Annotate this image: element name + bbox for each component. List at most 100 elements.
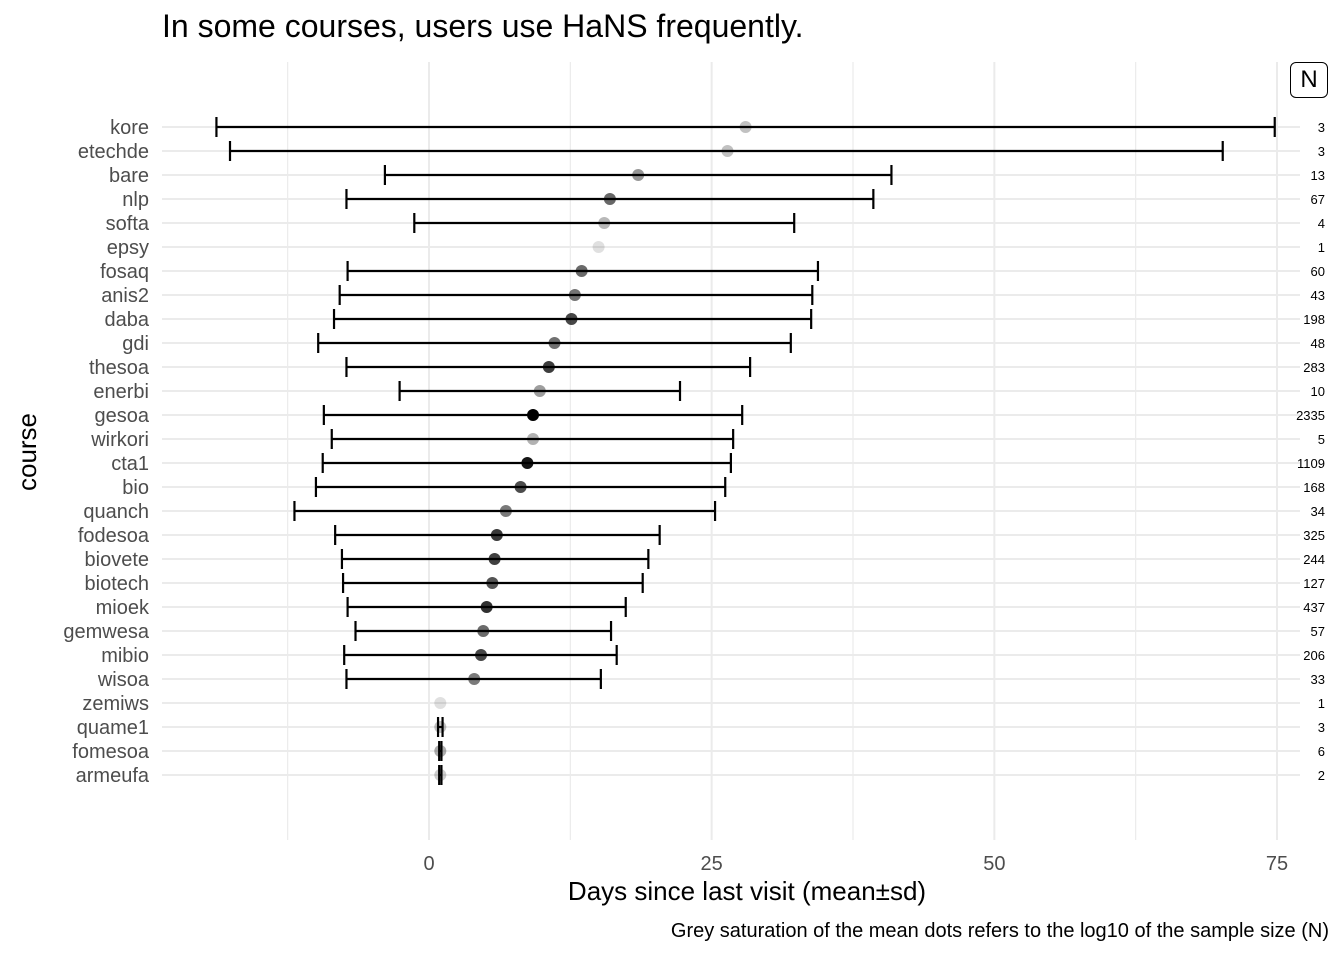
mean-dot <box>468 673 481 685</box>
mean-dot <box>603 193 616 205</box>
mean-dot <box>548 337 561 349</box>
y-tick-label: cta1 <box>111 453 149 475</box>
error-bar <box>438 741 443 761</box>
y-tick-label: kore <box>110 117 149 139</box>
y-tick-label: fomesoa <box>72 741 150 763</box>
n-label: 3 <box>1318 120 1325 135</box>
n-label: 325 <box>1303 528 1325 543</box>
legend-n-key: N <box>1290 62 1328 98</box>
y-tick-labels: koreetechdebarenlpsoftaepsyfosaqanis2dab… <box>63 117 150 787</box>
y-tick-label: bare <box>109 165 149 187</box>
error-bar <box>436 717 444 737</box>
error-bar <box>330 429 735 449</box>
x-tick-label: 75 <box>1266 853 1288 875</box>
n-label: 57 <box>1311 624 1325 639</box>
x-tick-label: 0 <box>423 853 434 875</box>
n-label: 1109 <box>1297 456 1325 471</box>
y-tick-label: biotech <box>85 573 150 595</box>
mean-dot <box>575 265 588 277</box>
n-label: 2 <box>1318 768 1325 783</box>
x-tick-labels: 0 25 50 75 <box>423 853 1288 875</box>
n-label: 1 <box>1318 696 1325 711</box>
error-bar <box>215 117 1276 137</box>
n-label: 198 <box>1303 312 1325 327</box>
mean-dot <box>527 409 540 421</box>
mean-dot <box>521 457 534 469</box>
y-tick-label: armeufa <box>76 765 150 787</box>
n-label: 60 <box>1311 264 1325 279</box>
y-tick-label: gemwesa <box>63 621 149 643</box>
y-tick-label: gdi <box>122 333 149 355</box>
y-tick-label: zemiws <box>82 693 149 715</box>
mean-dot <box>434 769 447 781</box>
n-label: 437 <box>1303 600 1325 615</box>
n-label: 13 <box>1311 168 1325 183</box>
n-label: 43 <box>1311 288 1325 303</box>
error-bar <box>228 141 1224 161</box>
mean-dots <box>434 121 752 781</box>
n-label: 244 <box>1303 552 1325 567</box>
mean-dot <box>490 529 503 541</box>
mean-dot <box>565 313 578 325</box>
mean-dot <box>486 577 499 589</box>
y-tick-label: etechde <box>78 141 149 163</box>
chart-caption: Grey saturation of the mean dots refers … <box>670 920 1329 942</box>
error-bar <box>438 765 443 785</box>
y-tick-label: fodesoa <box>78 525 150 547</box>
y-tick-label: wirkori <box>90 429 149 451</box>
y-tick-label: quanch <box>83 501 149 523</box>
x-tick-label: 50 <box>983 853 1005 875</box>
mean-dot <box>632 169 645 181</box>
n-label: 48 <box>1311 336 1325 351</box>
mean-dot <box>434 697 447 709</box>
legend-label: N <box>1300 66 1318 93</box>
n-label: 34 <box>1311 504 1325 519</box>
mean-dot <box>434 721 447 733</box>
mean-dot <box>542 361 555 373</box>
mean-dot <box>514 481 527 493</box>
mean-dot <box>527 433 540 445</box>
n-label: 33 <box>1311 672 1325 687</box>
x-axis-label: Days since last visit (mean±sd) <box>567 876 927 906</box>
n-label: 168 <box>1303 480 1325 495</box>
y-tick-label: quame1 <box>77 717 149 739</box>
mean-dot <box>568 289 581 301</box>
mean-dot <box>480 601 493 613</box>
y-tick-label: nlp <box>122 189 149 211</box>
y-tick-label: mioek <box>96 597 150 619</box>
sample-size-labels: 3313674160431984828310233551109168343252… <box>1296 120 1325 783</box>
y-tick-label: mibio <box>101 645 149 667</box>
mean-dot <box>533 385 546 397</box>
mean-dot <box>598 217 611 229</box>
n-label: 1 <box>1318 240 1325 255</box>
n-label: 283 <box>1303 360 1325 375</box>
n-label: 2335 <box>1296 408 1325 423</box>
y-axis-label: course <box>12 413 42 491</box>
mean-dot <box>499 505 512 517</box>
n-label: 3 <box>1318 144 1325 159</box>
error-bar <box>383 165 893 185</box>
n-label: 6 <box>1318 744 1325 759</box>
n-label: 206 <box>1303 648 1325 663</box>
y-tick-label: softa <box>106 213 150 235</box>
y-tick-label: epsy <box>107 237 149 259</box>
mean-dot <box>475 649 488 661</box>
y-tick-label: biovete <box>85 549 150 571</box>
mean-dot <box>592 241 605 253</box>
y-tick-label: thesoa <box>89 357 150 379</box>
y-tick-label: enerbi <box>93 381 149 403</box>
error-bars <box>215 117 1276 785</box>
chart-title: In some courses, users use HaNS frequent… <box>162 8 804 44</box>
y-tick-label: daba <box>105 309 150 331</box>
y-tick-label: gesoa <box>95 405 150 427</box>
y-tick-label: fosaq <box>100 261 149 283</box>
mean-dot <box>721 145 734 157</box>
error-bar <box>398 381 682 401</box>
n-label: 3 <box>1318 720 1325 735</box>
y-tick-label: bio <box>122 477 149 499</box>
grid-lines <box>162 62 1300 840</box>
mean-dot <box>739 121 752 133</box>
n-label: 4 <box>1318 216 1325 231</box>
mean-dot <box>488 553 501 565</box>
x-tick-label: 25 <box>701 853 723 875</box>
